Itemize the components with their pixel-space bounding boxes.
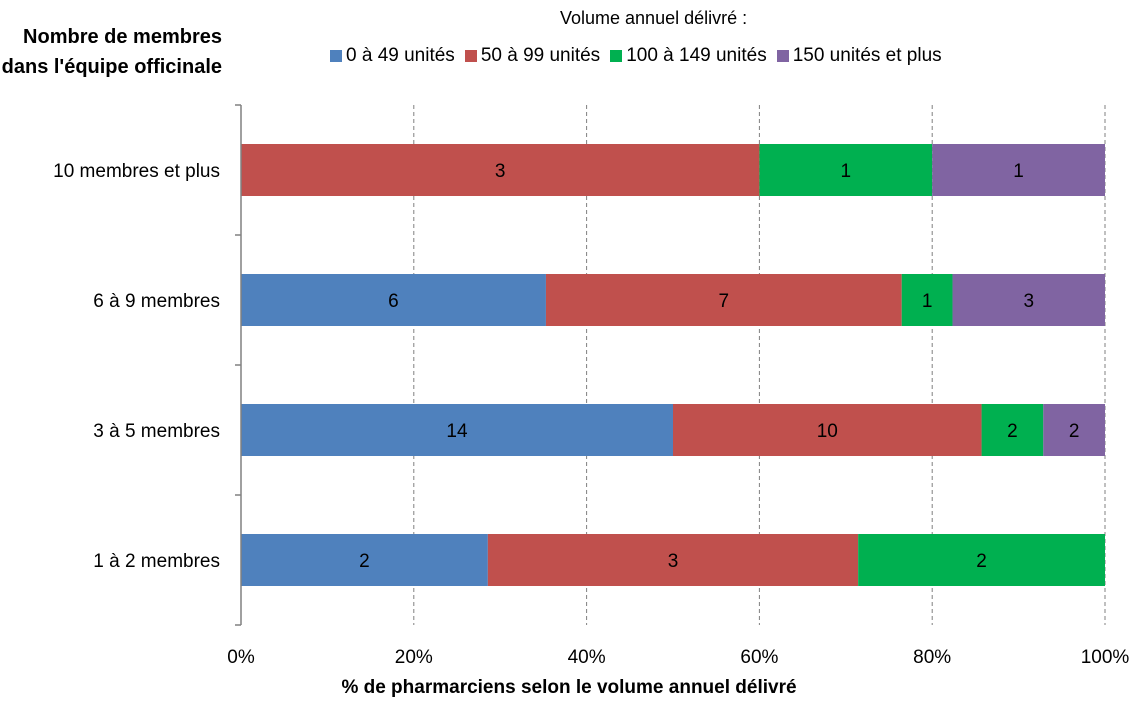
- data-label-1-3: 3: [1023, 291, 1034, 312]
- data-label-0-3: 1: [1013, 161, 1024, 182]
- bar-1-0: [241, 274, 546, 326]
- bar-2-0: [241, 404, 673, 456]
- bar-3-1: [487, 534, 859, 586]
- data-label-0-2: 1: [841, 161, 852, 182]
- legend-item-2: 100 à 149 unités: [610, 45, 767, 67]
- data-label-2-3: 2: [1069, 421, 1080, 442]
- bar-0-3: [932, 144, 1105, 196]
- x-tick-label-0: 0%: [227, 647, 255, 668]
- data-label-3-1: 3: [668, 551, 679, 572]
- y-axis-title: Nombre de membres dans l'équipe officina…: [1, 26, 222, 78]
- x-tick-label-4: 80%: [913, 647, 951, 668]
- legend-label-3: 150 unités et plus: [792, 45, 942, 66]
- legend-swatch-2: [610, 50, 623, 62]
- x-tick-label-2: 40%: [568, 647, 606, 668]
- x-tick-label-3: 60%: [740, 647, 778, 668]
- legend-label-1: 50 à 99 unités: [480, 45, 601, 66]
- legend-item-0: 0 à 49 unités: [330, 45, 455, 67]
- data-label-2-2: 2: [1007, 421, 1018, 442]
- category-label-0: 10 membres et plus: [53, 161, 220, 182]
- legend-swatch-3: [776, 50, 789, 62]
- category-label-2: 3 à 5 membres: [93, 421, 220, 442]
- bar-2-3: [1043, 404, 1105, 456]
- x-tick-label-5: 100%: [1081, 647, 1130, 668]
- data-label-1-0: 6: [388, 291, 399, 312]
- data-label-0-1: 3: [495, 161, 506, 182]
- legend-swatch-1: [464, 50, 477, 62]
- x-axis-title: % de pharmarciens selon le volume annuel…: [341, 677, 797, 698]
- x-tick-label-1: 20%: [395, 647, 433, 668]
- bar-3-0: [241, 534, 488, 586]
- bar-2-1: [673, 404, 982, 456]
- legend-swatch-0: [330, 50, 342, 62]
- legend-item-1: 50 à 99 unités: [464, 45, 601, 67]
- legend-label-0: 0 à 49 unités: [346, 45, 455, 66]
- legend-label-2: 100 à 149 unités: [626, 45, 767, 66]
- category-label-3: 1 à 2 membres: [93, 551, 220, 572]
- bar-2-2: [981, 404, 1044, 456]
- data-label-1-2: 1: [922, 291, 933, 312]
- bar-1-1: [545, 274, 902, 326]
- legend-item-3: 150 unités et plus: [776, 45, 942, 67]
- bar-0-2: [759, 144, 933, 196]
- bar-1-2: [901, 274, 953, 326]
- data-label-2-1: 10: [817, 421, 838, 442]
- data-label-1-1: 7: [719, 291, 730, 312]
- legend-title: Volume annuel délivré :: [560, 8, 748, 28]
- data-label-2-0: 14: [446, 421, 468, 442]
- bar-0-1: [241, 144, 760, 196]
- bar-1-3: [952, 274, 1105, 326]
- data-label-3-0: 2: [359, 551, 370, 572]
- legend: 0 à 49 unités 50 à 99 unités 100 à 149 u…: [330, 45, 952, 67]
- bar-3-2: [858, 534, 1105, 586]
- data-label-3-2: 2: [976, 551, 987, 572]
- category-label-1: 6 à 9 membres: [93, 291, 220, 312]
